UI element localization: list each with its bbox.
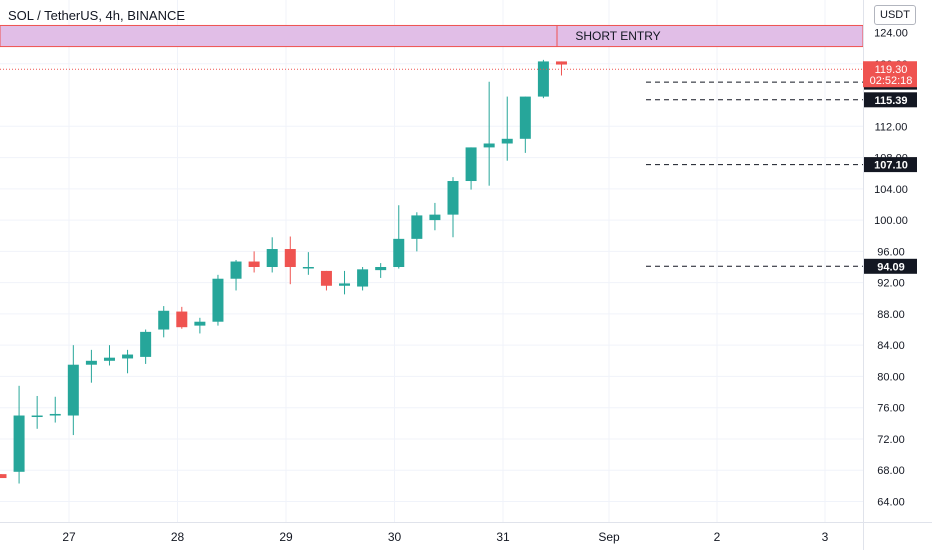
currency-selector[interactable]: USDT xyxy=(874,5,916,25)
candle-body xyxy=(501,138,513,144)
candle-body xyxy=(85,360,97,365)
candle-body xyxy=(67,364,79,416)
candle-body xyxy=(49,413,61,416)
level-badge-label: 94.09 xyxy=(877,261,905,273)
candle-body xyxy=(284,249,296,267)
candles xyxy=(0,59,567,484)
y-tick-label: 92.00 xyxy=(877,278,905,290)
x-tick-label: 2 xyxy=(714,530,721,544)
y-tick-label: 84.00 xyxy=(877,340,905,352)
candle-body xyxy=(411,215,423,239)
candle-body xyxy=(13,415,25,472)
candle-body xyxy=(248,261,260,267)
candle-body xyxy=(266,249,278,267)
y-tick-label: 72.00 xyxy=(877,434,905,446)
candle-body xyxy=(122,354,134,359)
x-tick-labels: 27 28 29 30 31 Sep 2 3 xyxy=(62,530,828,544)
candle-body xyxy=(158,310,170,330)
time-axis[interactable]: 27 28 29 30 31 Sep 2 3 xyxy=(0,522,932,545)
candle-body xyxy=(302,267,314,269)
candle-body xyxy=(519,96,531,139)
price-axis-background xyxy=(863,0,932,550)
candle-body xyxy=(447,181,459,215)
x-tick-label: 27 xyxy=(62,530,76,544)
candle-body xyxy=(357,269,369,287)
candle-body xyxy=(212,278,224,322)
candle-body xyxy=(176,311,188,328)
x-tick-label: Sep xyxy=(598,530,620,544)
candle-body xyxy=(537,61,549,97)
y-tick-label: 88.00 xyxy=(877,309,905,321)
level-badge-label: 107.10 xyxy=(874,160,908,172)
y-tick-label: 100.00 xyxy=(874,215,908,227)
level-badge xyxy=(863,157,917,173)
candle-body xyxy=(140,331,152,357)
y-tick-label: 68.00 xyxy=(877,465,905,477)
current-price-label: 119.30 xyxy=(875,64,908,76)
y-tick-label: 112.00 xyxy=(875,121,908,133)
y-tick-label: 104.00 xyxy=(874,184,908,196)
levels xyxy=(646,81,863,267)
short-entry-zone[interactable]: SHORT ENTRY xyxy=(0,24,864,48)
current-price-badge xyxy=(863,61,917,88)
price-badges: 119.30 02:52:18 xyxy=(863,61,917,88)
symbol-title[interactable]: SOL / TetherUS, 4h, BINANCE xyxy=(8,8,186,23)
price-axis[interactable]: 64.00 68.00 72.00 76.00 80.00 84.00 88.00 92.00… xyxy=(863,0,932,550)
x-tick-label: 31 xyxy=(496,530,510,544)
candle-body xyxy=(194,321,206,326)
candle-body xyxy=(375,267,387,271)
candle-body xyxy=(339,283,351,286)
y-tick-label: 96.00 xyxy=(877,246,905,258)
grid xyxy=(0,0,863,522)
candle-countdown-label: 02:52:18 xyxy=(870,75,913,87)
short-entry-label: SHORT ENTRY xyxy=(575,29,660,43)
y-tick-label: 80.00 xyxy=(877,371,905,383)
candle-body xyxy=(465,147,477,182)
y-tick-label: 76.00 xyxy=(877,403,905,415)
candle-body xyxy=(320,270,332,286)
candle-body xyxy=(0,474,7,479)
candle-body xyxy=(483,143,495,148)
candle-body xyxy=(555,61,567,65)
candle-body xyxy=(393,238,405,267)
y-tick-label: 124.00 xyxy=(874,28,908,40)
level-badge-label: 115.39 xyxy=(874,95,907,107)
candle-body xyxy=(429,214,441,221)
short-entry-rect[interactable] xyxy=(0,24,864,48)
candle-body xyxy=(103,357,115,361)
level-badge xyxy=(863,258,917,274)
candle-body xyxy=(230,261,242,279)
x-tick-label: 3 xyxy=(822,530,829,544)
x-tick-label: 29 xyxy=(279,530,293,544)
y-tick-label: 64.00 xyxy=(877,497,905,509)
x-tick-label: 28 xyxy=(171,530,185,544)
level-badge xyxy=(863,92,917,108)
x-tick-label: 30 xyxy=(388,530,402,544)
candle-body xyxy=(31,415,43,418)
